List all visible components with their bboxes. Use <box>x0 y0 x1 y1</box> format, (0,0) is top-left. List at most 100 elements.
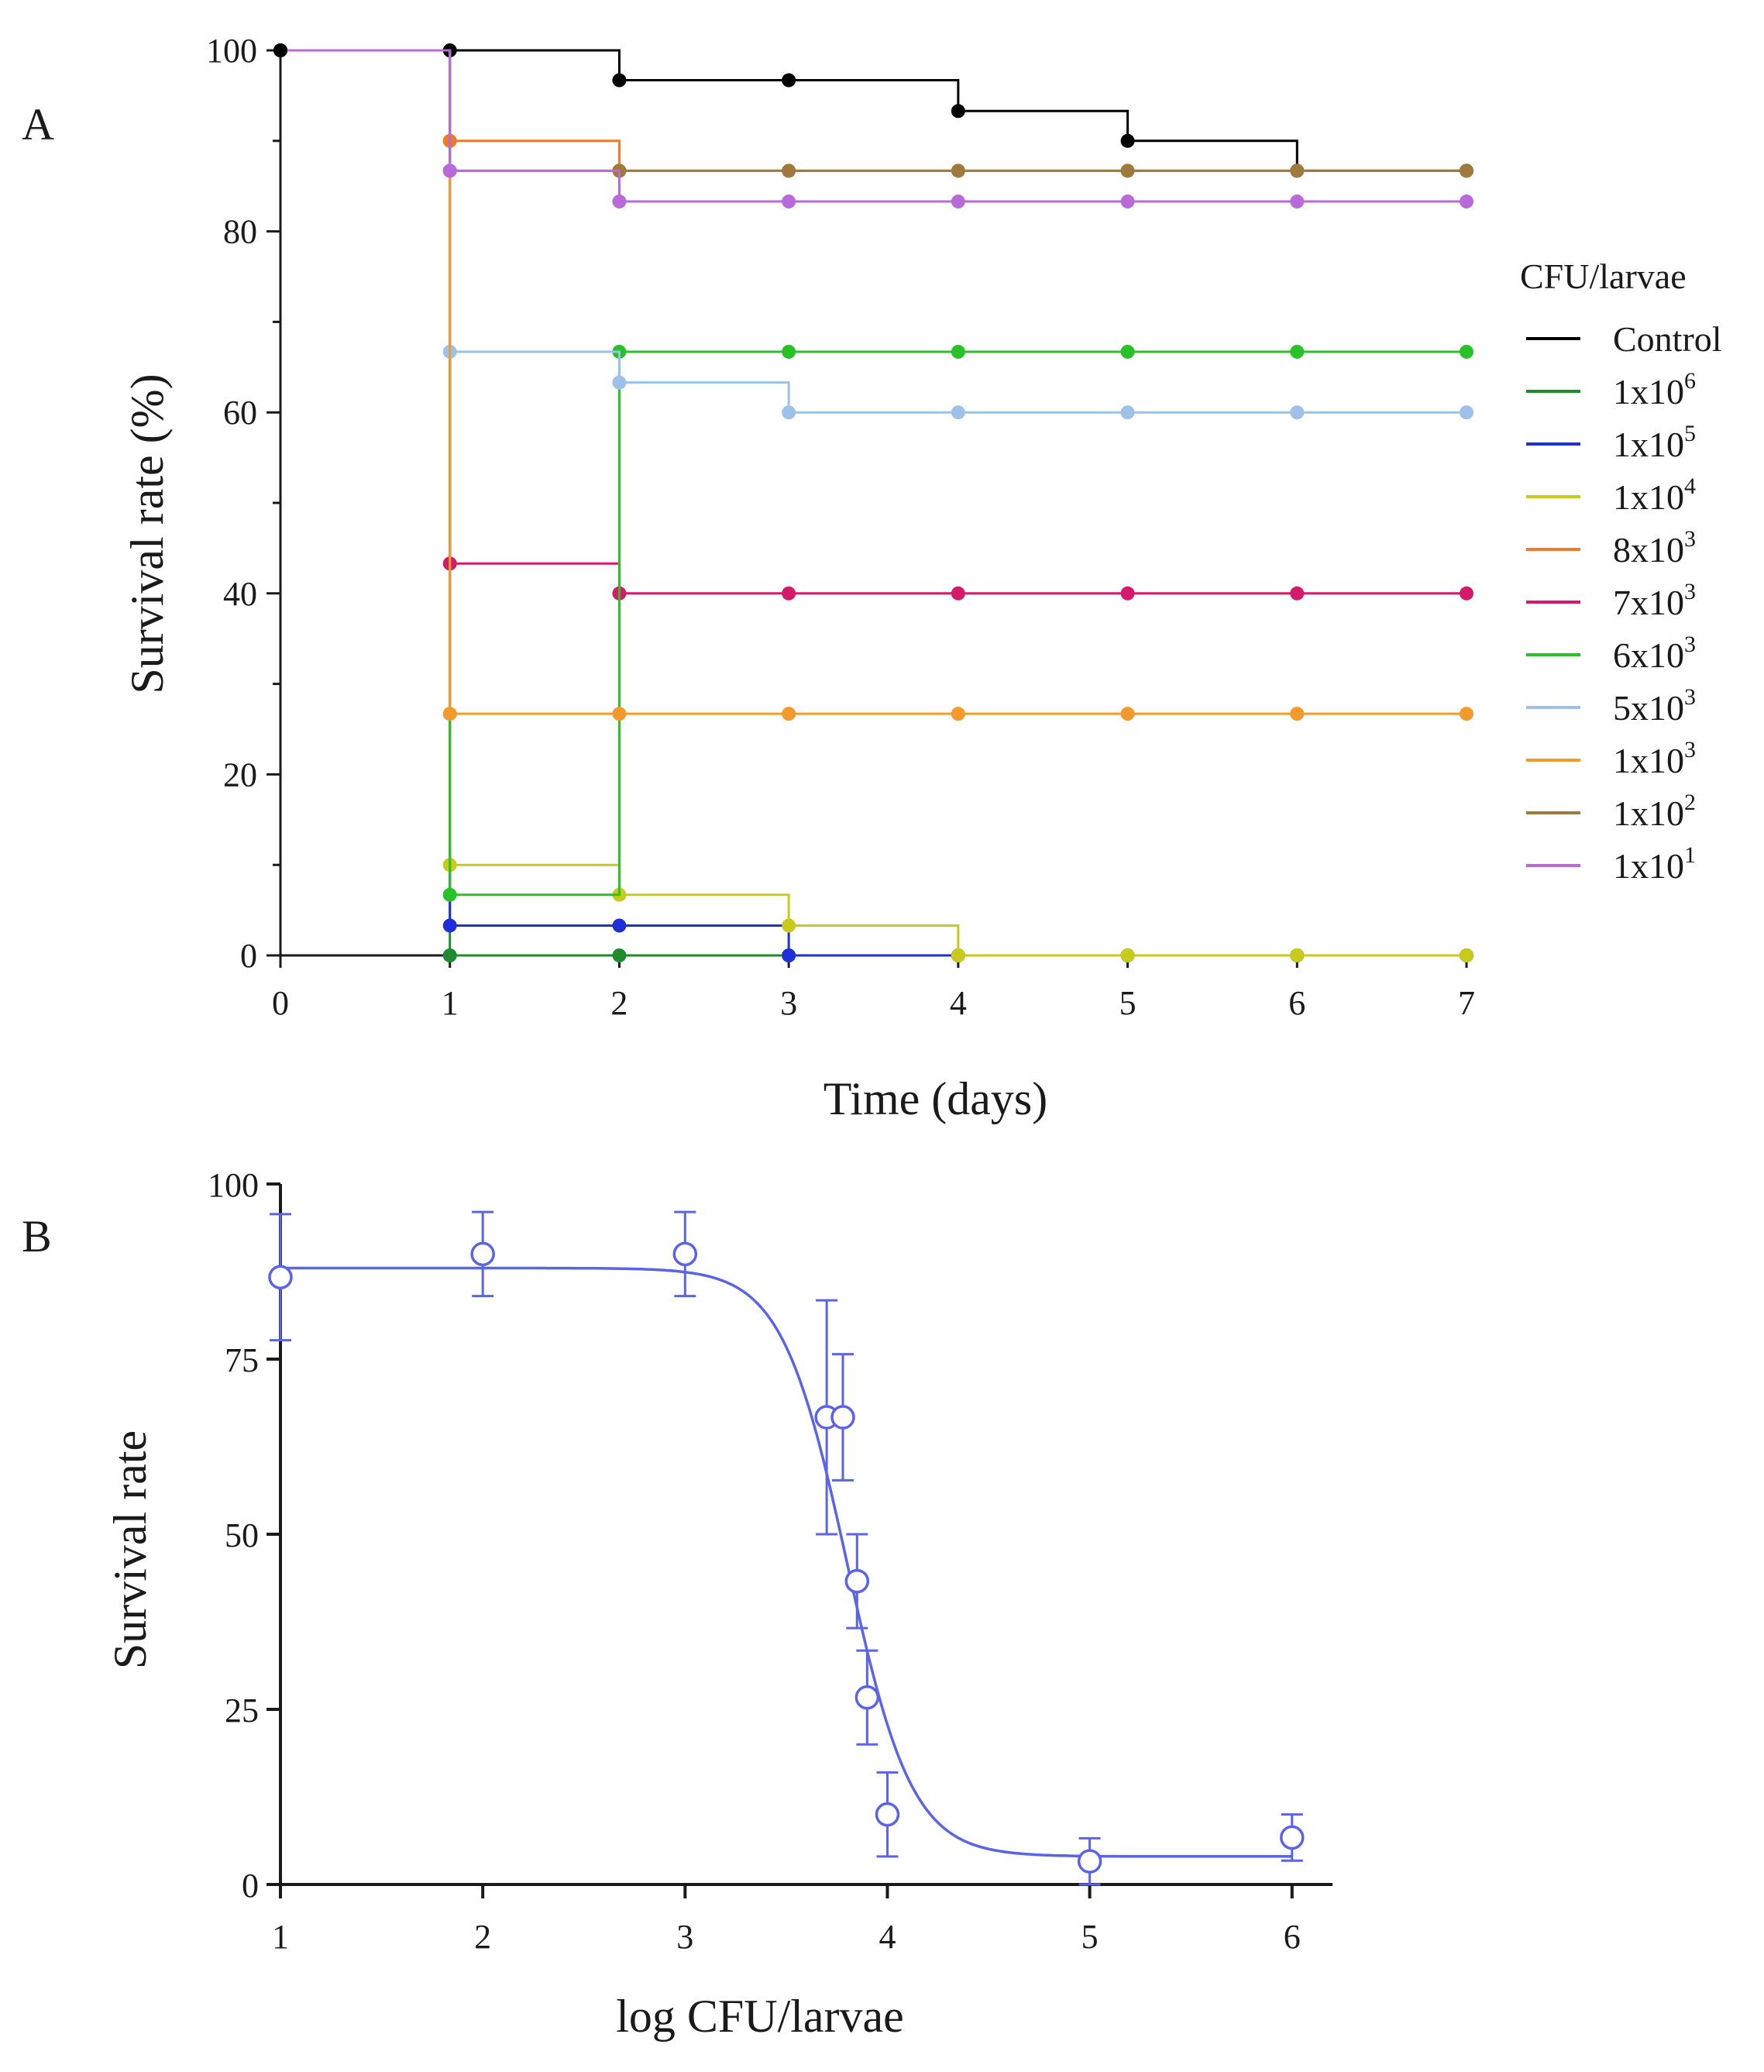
y-tick-label: 50 <box>225 1516 259 1554</box>
series-7 <box>280 49 1473 420</box>
data-point <box>782 948 796 962</box>
data-point <box>442 918 457 933</box>
x-tick-label: 4 <box>879 1918 896 1956</box>
legend-entry: 1x106 <box>1613 368 1696 411</box>
x-tick-label: 2 <box>610 984 628 1022</box>
data-point <box>1460 344 1473 359</box>
y-tick-label: 60 <box>223 394 257 432</box>
y-tick-label: 100 <box>208 1166 259 1204</box>
series-line <box>280 49 1467 957</box>
data-point-group <box>844 1533 870 1630</box>
legend-entry: Control <box>1613 319 1722 359</box>
legend-entry: 1x103 <box>1613 737 1696 780</box>
data-point <box>1120 586 1135 601</box>
data-point <box>1120 344 1135 359</box>
data-point-group <box>875 1771 900 1858</box>
y-tick-label: 40 <box>223 575 257 613</box>
series-line <box>280 49 1467 172</box>
data-point <box>782 918 796 933</box>
data-point <box>782 73 796 88</box>
data-point <box>1460 163 1473 178</box>
x-axis-title: log CFU/larvae <box>616 1991 904 2042</box>
x-tick-label: 5 <box>1081 1918 1099 1956</box>
y-tick-label: 75 <box>225 1341 259 1379</box>
data-point <box>442 948 457 962</box>
panel-b-letter: B <box>22 1211 52 1261</box>
data-point <box>1077 1849 1102 1874</box>
data-point <box>612 918 627 933</box>
legend: CFU/larvae Control 1x106 1x105 1x104 8x103 7x1… <box>1520 256 1722 886</box>
y-axis-title: Survival rate (%) <box>122 373 173 694</box>
series-5 <box>280 49 1473 601</box>
data-point <box>612 948 627 962</box>
x-tick-label: 5 <box>1119 984 1136 1022</box>
data-point <box>1460 948 1473 962</box>
data-point <box>951 163 965 178</box>
data-point <box>951 194 965 209</box>
data-point <box>1290 344 1305 359</box>
data-point-group <box>672 1210 698 1298</box>
data-point <box>782 586 796 601</box>
legend-entry: 1x101 <box>1613 842 1696 886</box>
data-point <box>268 1265 293 1289</box>
data-point <box>1460 405 1473 420</box>
series-line <box>280 49 1467 957</box>
series-1 <box>280 49 1473 962</box>
data-point-group <box>854 1649 880 1746</box>
data-point-group <box>470 1210 495 1298</box>
data-point <box>1290 707 1305 721</box>
data-point <box>782 163 796 178</box>
x-tick-label: 3 <box>676 1918 693 1956</box>
data-point <box>1120 194 1135 209</box>
data-point <box>1120 133 1135 148</box>
data-point <box>1280 1825 1305 1850</box>
legend-entry: 5x103 <box>1613 684 1696 728</box>
survival-curves-chart: 0 20 40 60 80 100 0 1 2 3 4 5 6 7 Time (days) Survival … <box>122 32 1722 1124</box>
series-8 <box>280 49 1473 721</box>
data-point <box>830 1405 855 1430</box>
y-tick-label: 0 <box>242 1867 259 1905</box>
data-point <box>612 194 627 209</box>
legend-entry: 8x103 <box>1613 526 1696 570</box>
legend-title: CFU/larvae <box>1520 256 1687 296</box>
data-point <box>1120 405 1135 420</box>
data-point <box>612 375 627 390</box>
data-point <box>951 405 965 420</box>
series-line <box>280 49 1467 897</box>
series-9 <box>280 49 1473 178</box>
series-line <box>280 49 1467 957</box>
series-line <box>280 49 1467 172</box>
series-4 <box>280 49 1473 178</box>
data-point <box>782 194 796 209</box>
dose-response-chart: 0 25 50 75 100 1 2 3 4 5 6 log CFU/larvae Survival r… <box>105 1166 1332 2042</box>
x-tick-label: 7 <box>1458 984 1475 1022</box>
data-point <box>273 43 287 57</box>
data-point <box>782 405 796 420</box>
data-point <box>1120 948 1135 962</box>
x-axis-title: Time (days) <box>824 1073 1047 1124</box>
data-point <box>854 1685 880 1710</box>
series-line <box>280 49 1467 595</box>
y-tick-label: 100 <box>206 32 257 70</box>
y-tick-label: 0 <box>240 937 257 975</box>
data-point <box>1290 948 1305 962</box>
y-tick-label: 80 <box>223 213 257 251</box>
data-point <box>1120 707 1135 721</box>
x-tick-label: 6 <box>1284 1918 1301 1956</box>
data-point-group <box>1280 1813 1305 1862</box>
y-tick-label: 25 <box>225 1692 259 1730</box>
legend-entry: 1x105 <box>1613 421 1696 464</box>
data-point <box>612 73 627 88</box>
data-point <box>1290 586 1305 601</box>
x-tick-label: 3 <box>780 984 797 1022</box>
data-point <box>951 586 965 601</box>
x-tick-label: 2 <box>474 1918 491 1956</box>
data-point-group <box>830 1353 855 1482</box>
series-3 <box>280 49 1473 962</box>
fit-curve <box>280 1266 1292 1858</box>
data-point <box>1460 707 1473 721</box>
series-line <box>280 49 1467 203</box>
legend-entry: 1x102 <box>1613 790 1696 833</box>
data-point-group <box>268 1213 293 1342</box>
